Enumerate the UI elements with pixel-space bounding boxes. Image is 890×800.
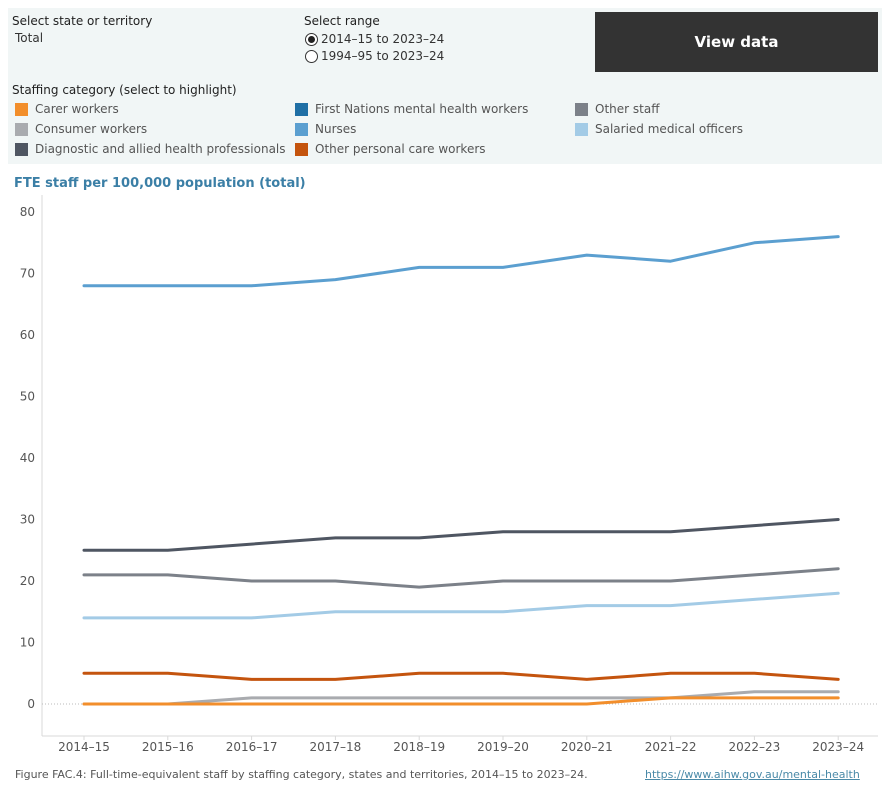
legend-label: First Nations mental health workers [315,102,529,116]
series-line-other-staff [82,567,840,589]
legend-item-carer-workers[interactable]: Carer workers [15,102,119,116]
y-tick-label: 80 [20,205,35,219]
x-tick-label: 2018–19 [393,740,445,754]
chart-title: FTE staff per 100,000 population (total) [14,176,306,191]
x-tick-label: 2022–23 [728,740,780,754]
legend-label: Other staff [595,102,660,116]
x-tick-label: 2014–15 [58,740,110,754]
y-tick-label: 0 [27,697,35,711]
y-tick-label: 50 [20,390,35,404]
legend-item-salaried-medical[interactable]: Salaried medical officers [575,122,743,136]
x-tick-label: 2015–16 [142,740,194,754]
y-tick-label: 10 [20,636,35,650]
legend-swatch [15,122,28,136]
legend-swatch [575,122,588,136]
legend-item-diagnostic-allied[interactable]: Diagnostic and allied health professiona… [15,142,286,156]
legend-swatch [295,142,308,156]
range-option-label: 1994–95 to 2023–24 [321,49,445,63]
line-chart: 0 10 20 30 40 50 60 70 80 2014–15 2015–16 2016–17 20… [20,195,878,754]
state-filter-value[interactable]: Total [15,31,44,45]
radio-selected-icon[interactable] [305,32,318,46]
range-option-label: 2014–15 to 2023–24 [321,32,445,46]
legend-label: Other personal care workers [315,142,486,156]
x-tick-label: 2019–20 [477,740,529,754]
series-line-nurses [82,235,840,288]
legend-label: Nurses [315,122,357,136]
y-tick-label: 30 [20,513,35,527]
legend-swatch [295,122,308,136]
legend-item-first-nations[interactable]: First Nations mental health workers [295,102,528,116]
series-line-carer-workers [82,696,840,706]
radio-unselected-icon[interactable] [305,49,318,63]
y-tick-label: 40 [20,451,35,465]
range-filter-label: Select range [304,14,380,28]
legend-item-other-staff[interactable]: Other staff [575,102,659,116]
x-tick-label: 2016–17 [226,740,278,754]
range-option-1994[interactable]: 1994–95 to 2023–24 [305,49,444,63]
legend-label: Carer workers [35,102,119,116]
series-line-diagnostic-and-allied-health-professionals [82,518,840,552]
legend-item-other-personal-care[interactable]: Other personal care workers [295,142,486,156]
legend-title: Staffing category (select to highlight) [12,83,237,97]
y-tick-label: 60 [20,328,35,342]
legend-label: Consumer workers [35,122,148,136]
y-tick-label: 20 [20,574,35,588]
figure-caption: Figure FAC.4: Full-time-equivalent staff… [15,768,588,781]
x-tick-label: 2017–18 [309,740,361,754]
legend-swatch [575,102,588,116]
series-line-consumer-workers [82,690,840,706]
x-tick-label: 2021–22 [645,740,697,754]
view-data-button[interactable]: View data [595,12,878,72]
x-tick-label: 2023–24 [812,740,864,754]
legend-swatch [295,102,308,116]
y-tick-label: 70 [20,267,35,281]
legend-item-consumer-workers[interactable]: Consumer workers [15,122,147,136]
range-option-2014[interactable]: 2014–15 to 2023–24 [305,32,444,46]
state-filter-label: Select state or territory [12,14,153,28]
legend-swatch [15,142,28,156]
series-line-salaried-medical-officers [82,591,840,620]
series-line-other-personal-care-workers [82,671,840,681]
legend-item-nurses[interactable]: Nurses [295,122,356,136]
legend-swatch [15,102,28,116]
legend-label: Diagnostic and allied health professiona… [35,142,286,156]
x-tick-label: 2020–21 [561,740,613,754]
legend-label: Salaried medical officers [595,122,743,136]
source-link[interactable]: https://www.aihw.gov.au/mental-health [645,768,860,781]
